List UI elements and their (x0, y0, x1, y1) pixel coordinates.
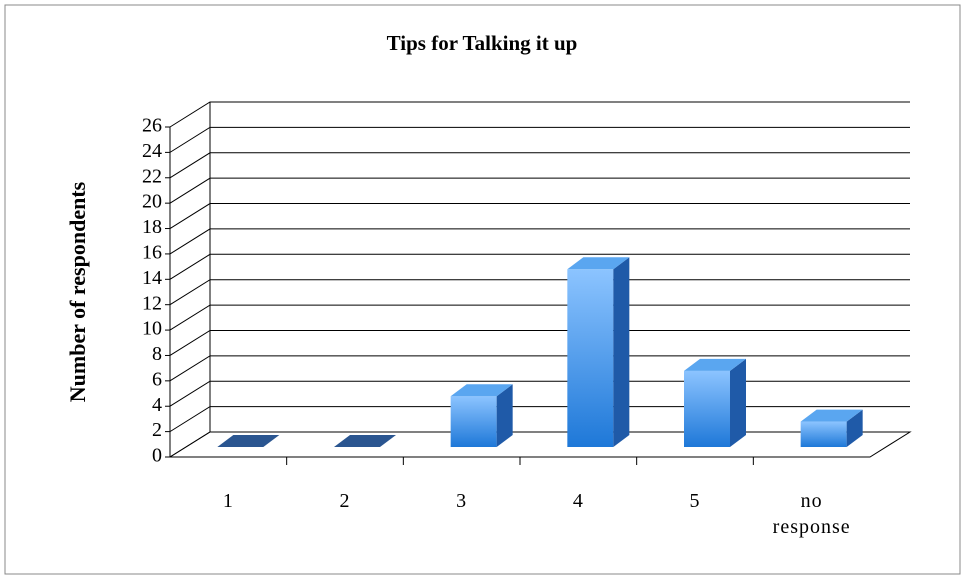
y-tick-label: 6 (152, 368, 162, 390)
bar-side (846, 409, 863, 447)
x-tick-label: 1 (222, 490, 234, 512)
chart-border (4, 4, 961, 575)
x-tick-label: no response (772, 490, 851, 538)
bar-top (684, 358, 746, 371)
grid-line (169, 152, 910, 179)
grid-line (169, 253, 910, 280)
bar (684, 358, 746, 447)
grid-line (169, 101, 910, 128)
y-tick-label: 0 (152, 445, 162, 467)
bar-top (334, 435, 396, 447)
bar-side (613, 257, 630, 447)
y-tick-label: 18 (142, 216, 162, 238)
grid-line (169, 355, 910, 382)
bar-side (496, 384, 513, 447)
grid-line (169, 304, 910, 331)
grid-line (169, 431, 910, 458)
grid-line (169, 126, 910, 153)
bar-top (800, 409, 863, 422)
y-tick-label: 10 (142, 318, 162, 340)
grid-line (169, 406, 910, 433)
grid-line (169, 279, 910, 306)
bar-top (217, 435, 280, 447)
bar-front (567, 269, 614, 447)
y-axis-title: Number of respondents (65, 181, 90, 402)
chart-title: Tips for Talking it up (387, 31, 578, 55)
grid-line (169, 203, 910, 229)
bar-side (730, 358, 746, 447)
grid-line (169, 228, 910, 255)
y-tick-label: 26 (142, 115, 162, 137)
grid-line (169, 380, 910, 407)
bar-front (684, 370, 730, 447)
bar-top (567, 257, 630, 270)
x-tick-label: 4 (572, 490, 584, 512)
y-tick-label: 22 (142, 165, 162, 187)
grid-line (169, 329, 910, 356)
bar-front (450, 396, 497, 447)
y-tick-label: 4 (152, 394, 162, 416)
bar-front (800, 421, 847, 447)
x-tick-label: 5 (689, 490, 701, 512)
bar (334, 435, 396, 447)
y-tick-label: 16 (142, 242, 162, 264)
y-tick-label: 8 (152, 343, 162, 365)
y-tick-label: 2 (152, 419, 162, 441)
y-tick-label: 24 (142, 140, 162, 162)
y-tick-label: 12 (142, 292, 162, 314)
bar-top (450, 384, 513, 397)
x-tick-label: 3 (456, 490, 468, 512)
bar (800, 409, 863, 447)
y-tick-label: 14 (142, 267, 162, 289)
bar (450, 384, 513, 447)
x-tick-label: 2 (339, 490, 351, 512)
y-tick-label: 20 (142, 191, 162, 213)
bar (217, 435, 280, 447)
bar (567, 257, 630, 447)
grid-line (169, 177, 910, 204)
